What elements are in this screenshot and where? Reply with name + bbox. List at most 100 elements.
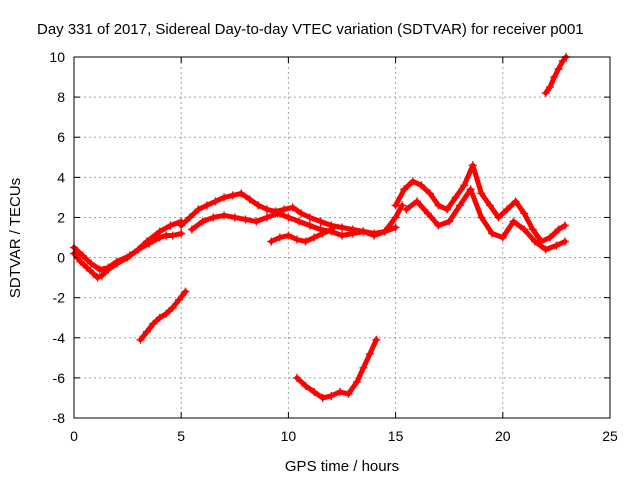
data-point	[327, 391, 336, 400]
data-point	[97, 271, 106, 280]
data-point	[166, 221, 175, 230]
series-line	[71, 219, 184, 273]
data-point	[310, 387, 319, 396]
x-tick-label: 5	[177, 428, 185, 444]
x-tick-label: 0	[70, 428, 78, 444]
data-point	[301, 381, 310, 390]
data-point	[292, 235, 301, 244]
data-point	[273, 209, 282, 218]
data-point	[560, 237, 569, 246]
data-point	[275, 233, 284, 242]
data-point	[198, 217, 207, 226]
data-point	[292, 373, 301, 382]
data-point	[220, 193, 229, 202]
y-axis-title: SDTVAR / TECUs	[7, 178, 24, 298]
data-point	[511, 197, 520, 206]
data-point	[209, 213, 218, 222]
data-point	[112, 257, 121, 266]
data-point	[460, 181, 469, 190]
data-point	[228, 191, 237, 200]
data-point	[380, 227, 389, 236]
data-point	[545, 233, 554, 242]
data-point	[162, 309, 171, 318]
data-series-arc-main-upper	[70, 217, 186, 274]
y-tick-label: 10	[49, 49, 65, 65]
y-tick-label: 4	[57, 169, 65, 185]
data-point	[338, 223, 346, 232]
data-point	[520, 209, 529, 218]
data-point	[558, 57, 567, 66]
data-point	[477, 213, 486, 222]
data-point	[335, 387, 344, 396]
data-point	[445, 217, 454, 226]
data-point	[202, 201, 211, 210]
data-point	[104, 263, 113, 272]
data-point	[552, 241, 561, 250]
y-tick-label: -6	[53, 370, 66, 386]
data-point	[175, 295, 184, 304]
data-point	[391, 213, 400, 222]
data-point	[187, 225, 196, 234]
data-point	[413, 197, 422, 206]
x-tick-label: 20	[495, 428, 511, 444]
data-point	[359, 227, 368, 236]
data-point	[125, 251, 134, 260]
data-point	[89, 269, 98, 278]
data-point	[372, 335, 381, 344]
data-point	[488, 229, 497, 238]
data-point	[245, 195, 254, 204]
data-point	[402, 205, 411, 214]
data-point	[254, 201, 263, 210]
y-tick-label: 2	[57, 209, 65, 225]
y-tick-label: 8	[57, 89, 65, 105]
data-point	[318, 393, 327, 402]
y-tick-label: -8	[53, 410, 66, 426]
grid-lines	[74, 57, 610, 418]
y-tick-label: 0	[57, 250, 65, 266]
data-series-arc-negative-a	[136, 287, 190, 344]
data-point	[498, 233, 507, 242]
series-line	[138, 289, 188, 343]
data-point	[288, 203, 297, 212]
series-line	[403, 186, 568, 252]
x-tick-label: 15	[388, 428, 404, 444]
data-point	[477, 189, 486, 198]
data-point	[554, 225, 563, 234]
data-point	[541, 245, 550, 254]
data-point	[168, 303, 177, 312]
data-point	[149, 319, 158, 328]
chart-title: Day 331 of 2017, Sidereal Day-to-day VTE…	[37, 21, 584, 38]
data-point	[93, 273, 102, 282]
x-tick-label: 10	[281, 428, 297, 444]
data-point	[262, 205, 271, 214]
data-series-arc-low-mid	[267, 225, 336, 246]
data-point	[284, 213, 293, 222]
data-series-arc-evening-a	[391, 161, 569, 246]
data-point	[391, 223, 400, 232]
data-point	[155, 227, 164, 236]
data-point	[301, 237, 310, 246]
data-point	[241, 215, 250, 224]
data-point	[545, 83, 554, 92]
plot-area	[70, 53, 571, 402]
data-point	[338, 231, 346, 240]
data-point	[466, 185, 475, 194]
data-point	[541, 89, 550, 98]
data-point	[134, 245, 143, 254]
data-point	[400, 185, 409, 194]
data-point	[560, 221, 569, 230]
data-series-arc-evening-b	[402, 185, 569, 254]
data-point	[530, 237, 539, 246]
data-point	[82, 263, 91, 272]
data-point	[327, 225, 336, 234]
data-point	[434, 201, 443, 210]
data-point	[468, 161, 477, 170]
plot-frame	[73, 56, 611, 419]
data-point	[142, 327, 151, 336]
data-point	[310, 233, 319, 242]
data-point	[87, 259, 96, 268]
data-point	[211, 197, 220, 206]
data-point	[284, 231, 293, 240]
data-point	[370, 231, 379, 240]
